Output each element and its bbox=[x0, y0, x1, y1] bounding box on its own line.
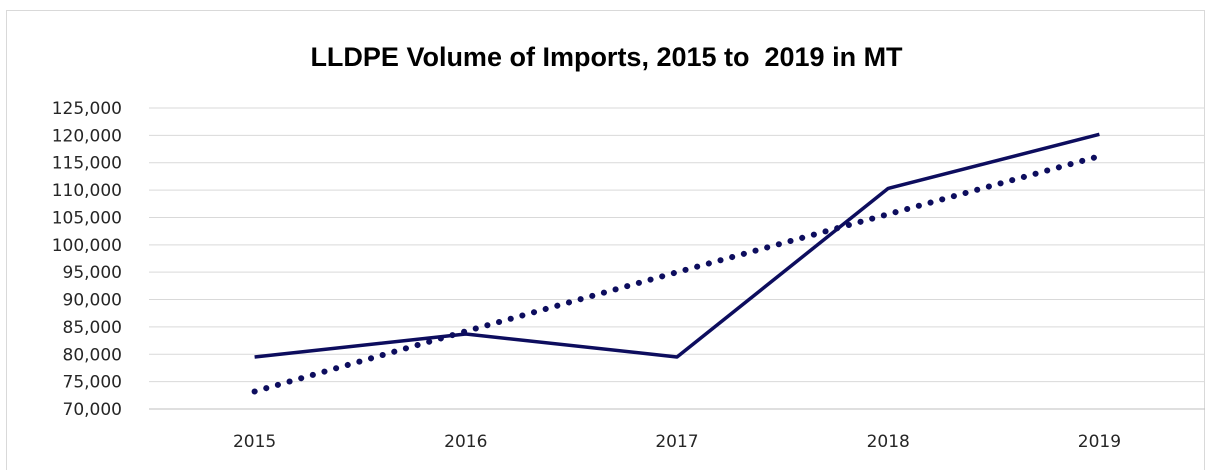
y-tick-label: 120,000 bbox=[52, 126, 122, 146]
x-tick-label: 2016 bbox=[444, 432, 487, 452]
chart-title: LLDPE Volume of Imports, 2015 to 2019 in… bbox=[310, 42, 903, 72]
series-lines bbox=[251, 132, 1103, 395]
x-axis-ticks: 2015 2016 2017 2018 2019 bbox=[233, 432, 1121, 452]
volume-series-line bbox=[254, 132, 1100, 359]
chart-frame bbox=[6, 10, 1205, 470]
x-tick-label: 2017 bbox=[655, 432, 698, 452]
y-tick-label: 80,000 bbox=[63, 345, 122, 365]
y-tick-label: 100,000 bbox=[52, 236, 122, 256]
y-tick-label: 70,000 bbox=[63, 400, 122, 420]
x-tick-label: 2015 bbox=[233, 432, 276, 452]
x-tick-label: 2019 bbox=[1078, 432, 1121, 452]
y-tick-label: 115,000 bbox=[52, 154, 122, 174]
y-tick-label: 95,000 bbox=[63, 263, 122, 283]
y-tick-label: 85,000 bbox=[63, 318, 122, 338]
y-tick-label: 105,000 bbox=[52, 208, 122, 228]
y-tick-label: 125,000 bbox=[52, 99, 122, 119]
y-tick-label: 90,000 bbox=[63, 291, 122, 311]
gridlines bbox=[149, 107, 1205, 410]
trendline-series bbox=[251, 153, 1103, 395]
y-tick-label: 75,000 bbox=[63, 373, 122, 393]
y-axis-ticks: 70,000 75,000 80,000 85,000 90,000 95,000 100,… bbox=[52, 99, 122, 420]
x-tick-label: 2018 bbox=[867, 432, 910, 452]
y-tick-label: 110,000 bbox=[52, 181, 122, 201]
